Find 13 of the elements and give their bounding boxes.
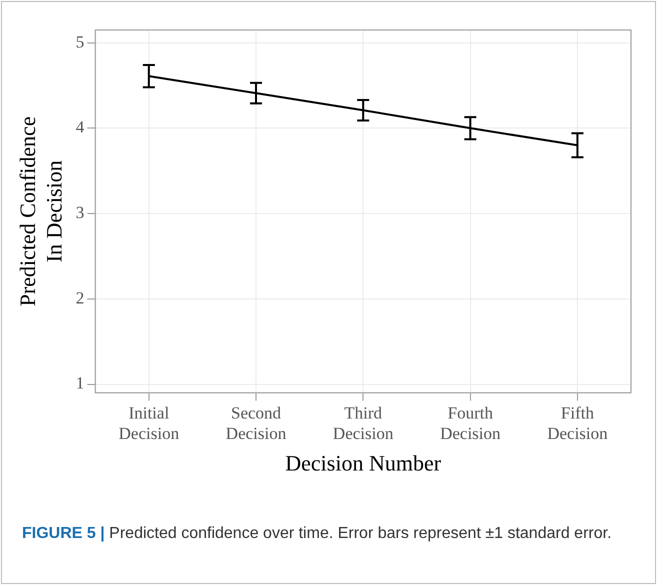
y-axis-title: Predicted Confidence In Decision (14, 116, 66, 306)
x-tick-label: Third Decision (332, 403, 394, 443)
x-tick-label: Initial Decision (118, 403, 180, 443)
caption: FIGURE 5 | Predicted confidence over time. Error bars represent ±1 standard error. (22, 524, 613, 544)
y-tick-label: 5 (76, 32, 84, 52)
x-tick-label: Fourth Decision (440, 403, 501, 443)
x-axis-title: Decision Number (285, 450, 442, 476)
y-tick-label: 3 (76, 203, 84, 222)
x-tick-label: Second Decision (226, 403, 287, 443)
x-tick-label: Fifth Decision (547, 403, 608, 443)
y-tick-label: 2 (76, 288, 84, 308)
y-tick-label: 1 (76, 374, 84, 393)
y-tick-label: 4 (76, 118, 85, 137)
